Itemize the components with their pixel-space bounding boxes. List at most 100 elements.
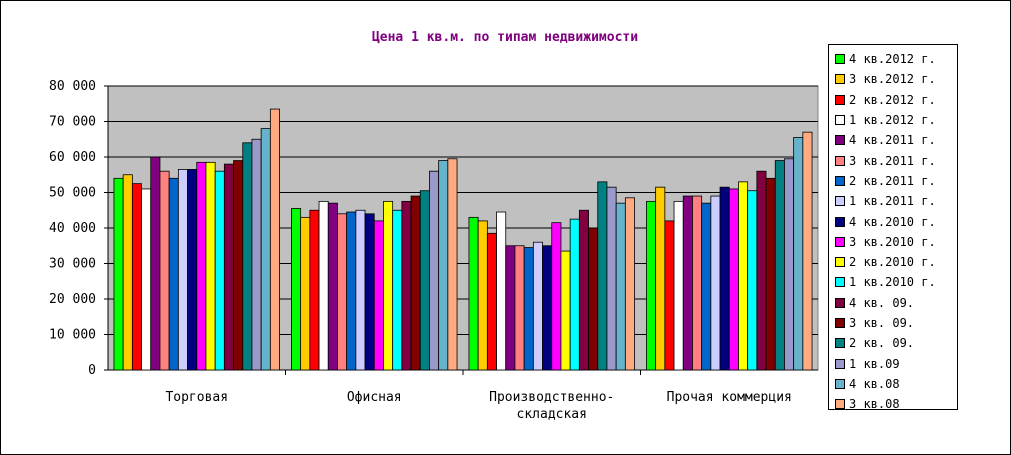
legend-label: 2 кв.2011 г. bbox=[849, 173, 936, 188]
bar-16-cat-3 bbox=[606, 186, 617, 371]
legend-swatch bbox=[835, 74, 845, 85]
legend-swatch bbox=[835, 196, 845, 207]
bar-15-cat-1 bbox=[242, 142, 253, 371]
bar-1-cat-4 bbox=[646, 200, 657, 371]
bar-2-cat-1 bbox=[122, 174, 133, 371]
legend-label: 3 кв.2010 г. bbox=[849, 234, 936, 249]
legend-item: 4 кв.08 bbox=[829, 374, 957, 394]
bar-8-cat-2 bbox=[355, 209, 366, 371]
bar-17-cat-2 bbox=[438, 160, 449, 371]
bar-7-cat-2 bbox=[346, 211, 357, 371]
bar-7-cat-4 bbox=[701, 202, 712, 371]
bar-4-cat-1 bbox=[141, 188, 152, 371]
bar-2-cat-4 bbox=[655, 186, 666, 371]
bar-14-cat-2 bbox=[410, 195, 421, 371]
bar-18-cat-2 bbox=[447, 158, 458, 371]
x-category-label: Офисная bbox=[347, 390, 402, 405]
legend-item: 3 кв.2010 г. bbox=[829, 232, 957, 252]
y-tick-label: 80 000 bbox=[49, 79, 96, 94]
bar-8-cat-1 bbox=[177, 169, 188, 371]
bar-1-cat-3 bbox=[468, 216, 479, 371]
x-category-label: Торговая bbox=[165, 390, 228, 405]
legend-item: 2 кв.2010 г. bbox=[829, 252, 957, 272]
bar-5-cat-1 bbox=[150, 156, 161, 371]
bar-9-cat-3 bbox=[542, 245, 553, 371]
bar-9-cat-1 bbox=[187, 169, 198, 371]
bar-8-cat-3 bbox=[532, 241, 543, 371]
bar-12-cat-4 bbox=[747, 190, 758, 371]
bar-13-cat-3 bbox=[578, 209, 589, 371]
legend-swatch bbox=[835, 277, 845, 288]
legend-swatch bbox=[835, 135, 845, 146]
bar-18-cat-1 bbox=[269, 108, 280, 371]
bar-4-cat-4 bbox=[673, 200, 684, 371]
legend-label: 3 кв. 09. bbox=[849, 316, 915, 330]
chart-title: Цена 1 кв.м. по типам недвижимости bbox=[371, 30, 639, 45]
bar-11-cat-1 bbox=[205, 161, 216, 371]
legend-label: 2 кв.2010 г. bbox=[849, 255, 936, 270]
bar-16-cat-1 bbox=[251, 138, 262, 371]
legend-swatch bbox=[835, 54, 845, 65]
legend-label: 4 кв.2010 г. bbox=[849, 214, 936, 229]
legend-label: 3 кв.2012 г. bbox=[849, 72, 936, 87]
y-tick-label: 40 000 bbox=[49, 221, 96, 236]
legend-label: 3 кв.2011 г. bbox=[849, 153, 936, 168]
bar-14-cat-1 bbox=[233, 160, 244, 371]
y-tick-label: 30 000 bbox=[49, 257, 96, 272]
bar-6-cat-2 bbox=[337, 213, 348, 371]
legend-item: 1 кв.09 bbox=[829, 353, 957, 373]
legend-label: 4 кв. 09. bbox=[849, 295, 915, 310]
legend-label: 4 кв.2011 г. bbox=[849, 133, 936, 148]
legend-label: 2 кв.2012 г. bbox=[849, 92, 936, 107]
bar-3-cat-4 bbox=[664, 220, 675, 371]
bar-2-cat-2 bbox=[300, 216, 311, 371]
bar-9-cat-4 bbox=[719, 186, 730, 371]
legend-swatch bbox=[835, 216, 845, 227]
legend-swatch bbox=[835, 94, 845, 105]
x-category-label: Производственно- bbox=[489, 390, 614, 405]
bar-10-cat-4 bbox=[728, 188, 739, 371]
bar-1-cat-1 bbox=[113, 177, 124, 371]
bar-13-cat-4 bbox=[756, 170, 767, 371]
y-tick-label: 50 000 bbox=[49, 186, 96, 201]
y-tick-label: 10 000 bbox=[49, 328, 96, 343]
legend-item: 4 кв.2012 г. bbox=[829, 49, 957, 69]
legend-label: 1 кв.09 bbox=[849, 356, 900, 371]
bar-15-cat-3 bbox=[597, 181, 608, 371]
legend-item: 2 кв.2011 г. bbox=[829, 171, 957, 191]
bar-3-cat-2 bbox=[309, 209, 320, 371]
legend-item: 2 кв.2012 г. bbox=[829, 90, 957, 110]
bar-4-cat-3 bbox=[496, 211, 507, 371]
bar-13-cat-2 bbox=[401, 200, 412, 371]
legend-label: 1 кв.2011 г. bbox=[849, 194, 936, 209]
legend-item: 3 кв.08 bbox=[829, 394, 957, 414]
legend-item: 1 кв.2010 г. bbox=[829, 272, 957, 292]
bar-6-cat-3 bbox=[514, 245, 525, 371]
bar-18-cat-3 bbox=[624, 197, 635, 371]
bar-8-cat-4 bbox=[710, 195, 721, 371]
legend-swatch bbox=[835, 358, 845, 369]
bar-12-cat-1 bbox=[214, 170, 225, 371]
bar-17-cat-4 bbox=[793, 137, 804, 371]
bar-17-cat-3 bbox=[615, 202, 626, 371]
bar-12-cat-2 bbox=[392, 209, 403, 371]
y-tick-label: 0 bbox=[88, 363, 96, 378]
bar-15-cat-2 bbox=[419, 190, 430, 371]
bar-7-cat-1 bbox=[168, 177, 179, 371]
bar-12-cat-3 bbox=[569, 218, 580, 371]
legend-item: 3 кв. 09. bbox=[829, 313, 957, 333]
legend-swatch bbox=[835, 318, 845, 328]
bar-16-cat-4 bbox=[784, 158, 795, 371]
bar-10-cat-1 bbox=[196, 161, 207, 371]
bar-7-cat-3 bbox=[523, 247, 534, 371]
legend-label: 2 кв. 09. bbox=[849, 336, 915, 351]
bar-13-cat-1 bbox=[223, 163, 234, 371]
legend-item: 4 кв. 09. bbox=[829, 293, 957, 313]
bar-11-cat-2 bbox=[383, 200, 394, 371]
legend-item: 3 кв.2011 г. bbox=[829, 150, 957, 170]
bar-3-cat-1 bbox=[131, 183, 142, 371]
legend-swatch bbox=[835, 155, 845, 166]
chart-legend: 4 кв.2012 г. 3 кв.2012 г. 2 кв.2012 г. 1 кв… bbox=[828, 44, 958, 411]
bar-3-cat-3 bbox=[486, 232, 497, 371]
legend-swatch bbox=[835, 297, 845, 308]
